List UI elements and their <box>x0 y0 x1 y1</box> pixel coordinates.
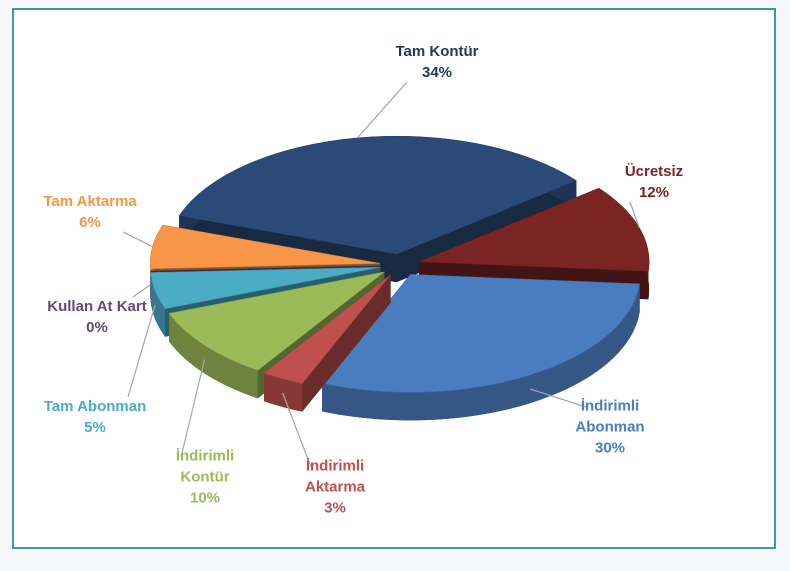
label-value: 0% <box>86 319 108 336</box>
label-value: 12% <box>638 184 670 201</box>
slice-wall <box>322 283 640 421</box>
slice-group <box>321 274 640 421</box>
slice <box>263 274 391 384</box>
label-value: 6% <box>79 214 101 231</box>
label-name: İndirimli Kontür <box>175 447 235 486</box>
label-name: Ücretsiz <box>624 163 684 180</box>
leader-line <box>629 201 640 228</box>
label-value: 3% <box>324 499 346 517</box>
data-label: İndirimli Aktarma 3% <box>285 456 385 519</box>
label-name: Tam Abonman <box>43 398 147 415</box>
data-label: İndirimli Abonman 30% <box>560 396 660 459</box>
leader-line <box>180 359 206 458</box>
slice <box>178 135 577 255</box>
label-value: 5% <box>84 419 106 436</box>
data-label: Kullan At Kart 0% <box>27 296 167 338</box>
label-name: İndirimli Abonman <box>575 397 645 436</box>
data-label: Tam Aktarma 6% <box>25 191 155 233</box>
leader-line <box>122 231 153 248</box>
data-label: Tam Abonman 5% <box>30 396 160 438</box>
leader-line <box>127 304 156 398</box>
label-name: Tam Aktarma <box>43 193 137 210</box>
data-label: İndirimli Kontür 10% <box>155 446 255 509</box>
leader-line <box>132 284 151 298</box>
leader-line <box>356 81 408 139</box>
slices <box>149 135 650 421</box>
slice <box>150 266 381 310</box>
slice-wall <box>169 313 258 399</box>
label-name: Kullan At Kart <box>47 298 147 315</box>
slice <box>168 271 385 371</box>
label-value: 30% <box>594 439 626 457</box>
slice <box>149 224 381 270</box>
leader-line <box>282 392 312 468</box>
slice-wall <box>264 373 303 412</box>
leader-line <box>530 388 587 408</box>
label-value: 34% <box>421 64 453 81</box>
slice <box>321 274 640 393</box>
label-value: 10% <box>189 489 221 507</box>
data-label: Ücretsiz 12% <box>604 161 704 203</box>
label-name: Tam Kontür <box>395 43 479 60</box>
data-label: Tam Kontür 34% <box>377 41 497 83</box>
label-name: İndirimli Aktarma <box>304 457 366 496</box>
slice-wall <box>150 272 166 337</box>
slice-group <box>263 274 391 412</box>
